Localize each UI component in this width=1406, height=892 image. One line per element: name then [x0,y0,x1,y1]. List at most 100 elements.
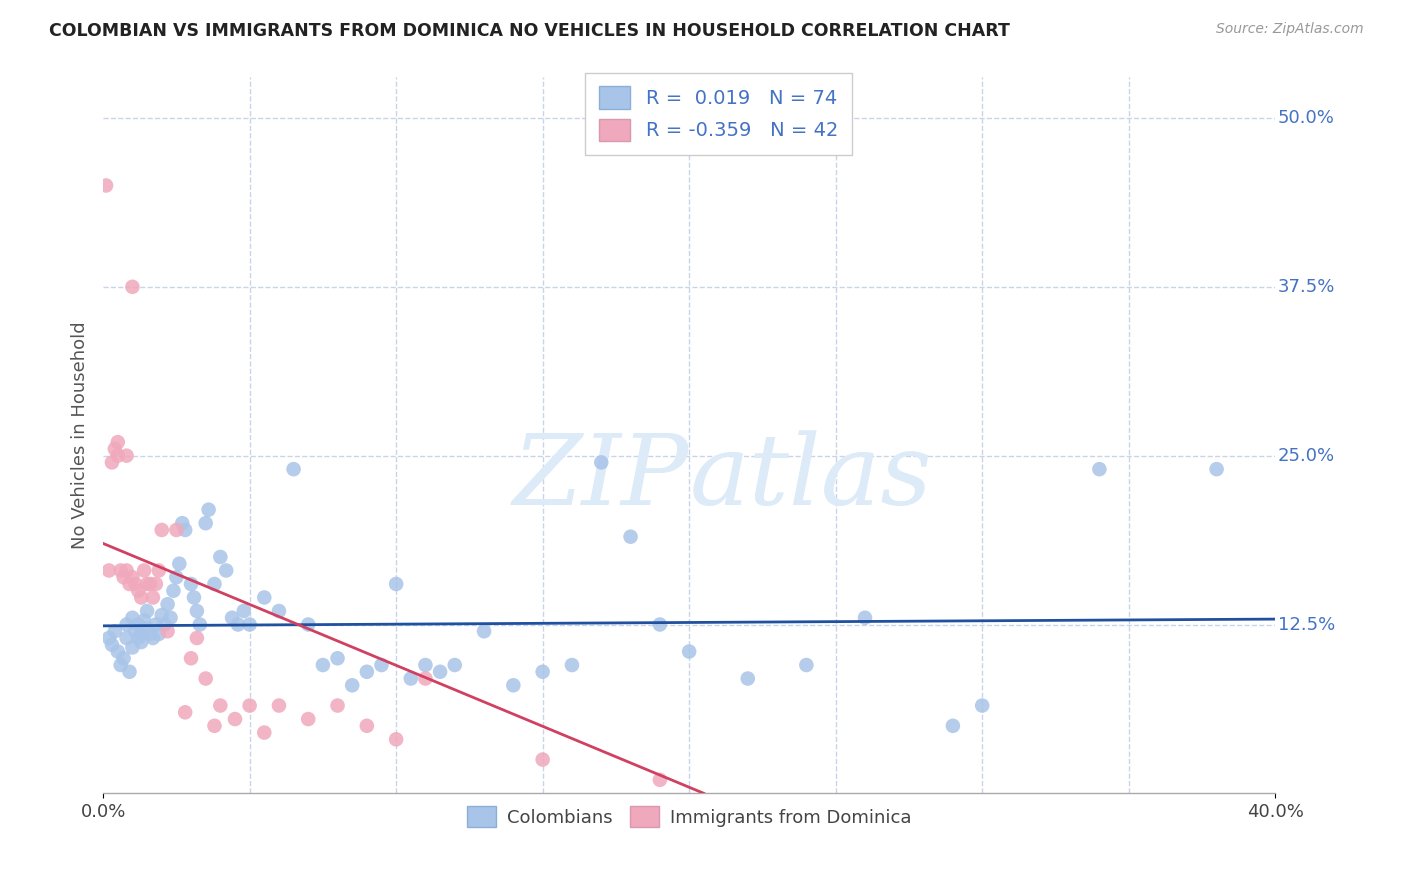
Point [942,719,965,733]
Point [124,577,146,591]
Point [110,658,132,673]
Point [253,591,276,605]
Text: COLOMBIAN VS IMMIGRANTS FROM DOMINICA NO VEHICLES IN HOUSEHOLD CORRELATION CHART: COLOMBIAN VS IMMIGRANTS FROM DOMINICA NO… [49,22,1010,40]
Point [174,706,197,720]
Point [118,577,141,591]
Point [180,651,202,665]
Point [153,617,176,632]
Point [204,719,226,733]
Text: Source: ZipAtlas.com: Source: ZipAtlas.com [1216,22,1364,37]
Point [136,622,159,636]
Point [648,772,671,787]
Point [129,627,152,641]
Point [98,631,121,645]
Point [340,678,363,692]
Point [139,627,162,641]
Point [150,523,173,537]
Point [531,753,554,767]
Point [356,665,378,679]
Point [136,577,159,591]
Point [737,672,759,686]
Point [107,435,129,450]
Point [107,449,129,463]
Point [591,455,613,469]
Point [385,732,408,747]
Point [104,624,127,639]
Point [110,564,132,578]
Text: atlas: atlas [689,431,932,526]
Point [129,635,152,649]
Legend: Colombians, Immigrants from Dominica: Colombians, Immigrants from Dominica [460,799,918,834]
Point [619,530,641,544]
Point [209,549,232,564]
Point [115,631,138,645]
Point [124,624,146,639]
Point [104,442,127,456]
Point [180,577,202,591]
Point [972,698,994,713]
Point [385,577,408,591]
Point [145,577,167,591]
Point [127,617,149,632]
Point [678,644,700,658]
Point [297,617,319,632]
Point [174,523,197,537]
Point [115,564,138,578]
Point [94,178,117,193]
Point [226,617,249,632]
Point [531,665,554,679]
Point [502,678,524,692]
Point [156,597,179,611]
Point [326,651,349,665]
Point [194,672,217,686]
Point [648,617,671,632]
Point [118,665,141,679]
Point [204,577,226,591]
Point [112,651,135,665]
Point [1088,462,1111,476]
Point [197,502,219,516]
Point [142,591,165,605]
Point [150,608,173,623]
Point [1205,462,1227,476]
Text: 12.5%: 12.5% [1278,615,1334,633]
Point [121,280,143,294]
Point [101,638,124,652]
Point [267,604,290,618]
Point [326,698,349,713]
Point [165,570,187,584]
Point [239,617,262,632]
Point [297,712,319,726]
Point [232,604,254,618]
Point [415,658,437,673]
Point [194,516,217,531]
Point [188,617,211,632]
Point [136,604,159,618]
Point [312,658,335,673]
Point [107,644,129,658]
Point [267,698,290,713]
Point [156,624,179,639]
Point [853,611,876,625]
Point [283,462,305,476]
Point [183,591,205,605]
Point [139,577,162,591]
Text: 37.5%: 37.5% [1278,277,1334,296]
Point [186,631,208,645]
Point [169,557,191,571]
Point [98,564,121,578]
Point [127,583,149,598]
Point [115,449,138,463]
Point [186,604,208,618]
Point [796,658,818,673]
Point [356,719,378,733]
Point [561,658,583,673]
Point [221,611,243,625]
Point [134,614,156,628]
Y-axis label: No Vehicles in Household: No Vehicles in Household [72,322,89,549]
Point [399,672,422,686]
Point [142,631,165,645]
Point [429,665,451,679]
Point [101,455,124,469]
Point [215,564,238,578]
